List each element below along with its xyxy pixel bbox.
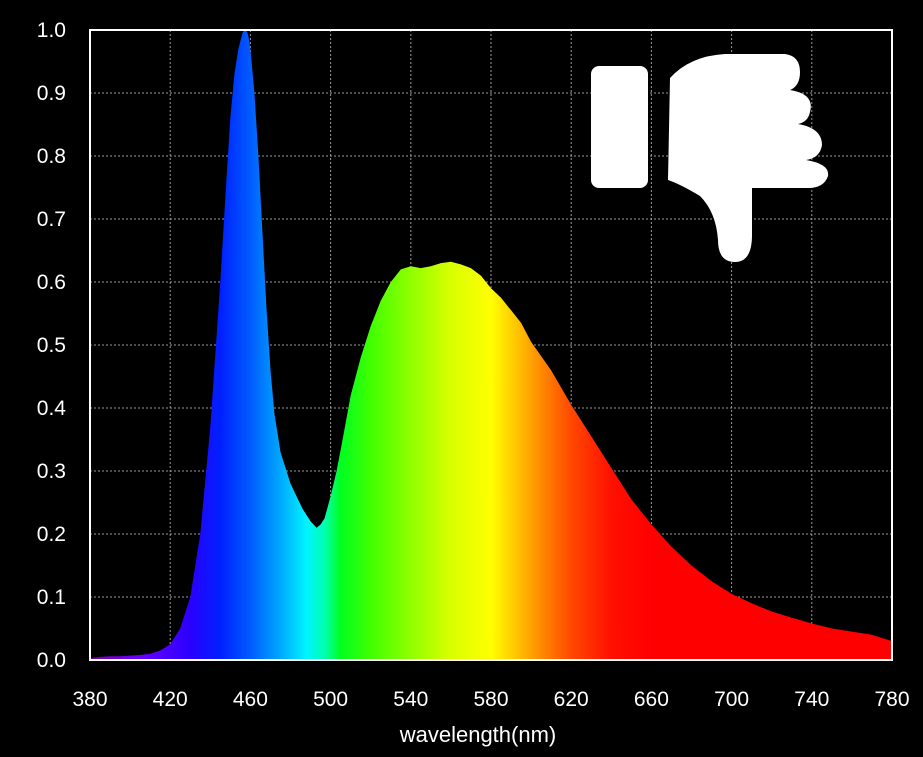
y-tick-label: 0.1	[37, 586, 66, 609]
y-tick-label: 0.4	[37, 397, 67, 420]
y-tick-label: 0.6	[37, 271, 66, 294]
y-tick-label: 0.7	[37, 208, 66, 231]
spectrum-area	[90, 30, 892, 660]
x-tick-label: 740	[794, 688, 829, 711]
x-axis-label: wavelength(nm)	[399, 722, 557, 747]
x-tick-label: 660	[634, 688, 669, 711]
x-tick-label: 500	[313, 688, 348, 711]
y-tick-label: 0.5	[37, 334, 66, 357]
y-tick-label: 0.8	[37, 145, 66, 168]
y-tick-label: 0.0	[37, 649, 66, 672]
x-tick-label: 620	[554, 688, 589, 711]
y-tick-label: 0.2	[37, 523, 66, 546]
y-tick-label: 1.0	[37, 19, 66, 42]
y-tick-label: 0.3	[37, 460, 66, 483]
x-tick-label: 460	[233, 688, 268, 711]
thumbs-down-icon	[591, 54, 829, 262]
x-tick-label: 780	[874, 688, 909, 711]
x-tick-label: 380	[72, 688, 107, 711]
x-tick-label: 580	[473, 688, 508, 711]
x-tick-label: 420	[153, 688, 188, 711]
x-axis-ticks: 380 420 460 500 540 580 620 660 700 740 780	[72, 688, 909, 711]
y-axis-ticks: 0.0 0.1 0.2 0.3 0.4 0.5 0.6 0.7 0.8 0.9 1.0	[37, 19, 67, 672]
plot-border	[89, 29, 893, 661]
x-tick-label: 700	[714, 688, 749, 711]
x-tick-label: 540	[393, 688, 428, 711]
y-tick-label: 0.9	[37, 82, 66, 105]
